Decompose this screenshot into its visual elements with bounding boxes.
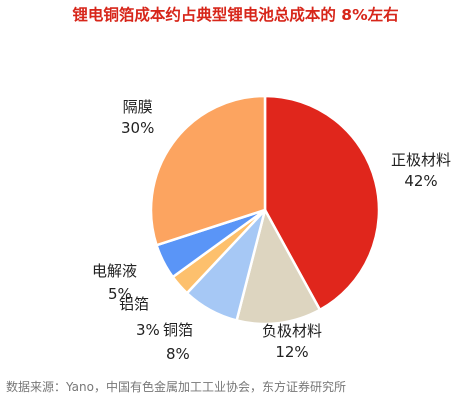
slice-value: 42% bbox=[404, 172, 438, 190]
slice-value: 30% bbox=[121, 119, 155, 137]
pie-slice-cathode bbox=[263, 94, 381, 312]
slice-label-anode: 负极材料 12% bbox=[262, 321, 322, 363]
slice-name: 隔膜 bbox=[122, 98, 153, 116]
slice-label-cathode: 正极材料 42% bbox=[391, 150, 451, 192]
slice-name-copper-foil: 铜箔 bbox=[163, 321, 194, 339]
slice-value-electrolyte: 5% bbox=[108, 285, 132, 303]
pie-slice-separator bbox=[149, 94, 267, 247]
slice-name: 正极材料 bbox=[391, 151, 452, 169]
chart-title: 锂电铜箔成本约占典型锂电池总成本的 8%左右 bbox=[72, 6, 399, 24]
slice-name-electrolyte: 电解液 bbox=[92, 262, 138, 280]
pie-slice-anode bbox=[235, 208, 322, 326]
slice-name: 负极材料 bbox=[262, 322, 323, 340]
source-note: 数据来源：Yano，中国有色金属加工工业协会，东方证券研究所 bbox=[6, 380, 346, 394]
slice-value-aluminum-foil: 3% bbox=[136, 321, 160, 339]
slice-name-aluminum-foil: 铝箔 bbox=[119, 295, 150, 313]
slice-value: 12% bbox=[275, 343, 309, 361]
slice-label-separator: 隔膜 30% bbox=[121, 97, 154, 139]
slice-value-copper-foil: 8% bbox=[166, 345, 190, 363]
